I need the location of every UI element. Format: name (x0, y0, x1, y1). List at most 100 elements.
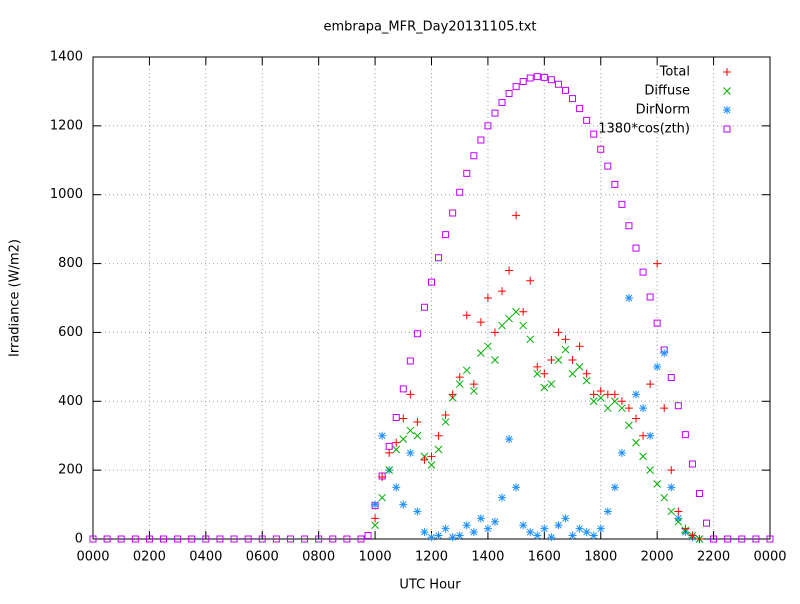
point (490, 328, 499, 337)
point (244, 535, 252, 543)
point (505, 89, 513, 97)
point (371, 521, 379, 530)
point (455, 373, 464, 382)
point (343, 535, 351, 543)
point (624, 404, 633, 413)
point (512, 483, 521, 492)
point (406, 426, 415, 435)
point (547, 76, 555, 84)
point (442, 231, 450, 239)
point (434, 431, 443, 440)
point (596, 524, 605, 533)
x-tick-label: 2000 (641, 550, 674, 565)
point (710, 535, 718, 543)
point (625, 421, 633, 430)
x-tick-label: 1200 (415, 550, 448, 565)
point (617, 448, 626, 457)
point (371, 500, 380, 509)
point (455, 531, 464, 540)
point (491, 109, 499, 117)
chart-title: embrapa_MFR_Day20131105.txt (323, 20, 536, 35)
point (589, 390, 598, 399)
point (646, 293, 654, 301)
point (399, 435, 408, 444)
point (610, 390, 619, 399)
point (533, 73, 541, 81)
point (469, 380, 478, 389)
point (688, 460, 696, 468)
point (505, 435, 514, 444)
point (653, 362, 662, 371)
point (188, 535, 196, 543)
point (258, 535, 266, 543)
x-tick-label: 0000 (76, 550, 109, 565)
point (434, 445, 443, 454)
point (611, 397, 619, 406)
point (470, 152, 478, 160)
point (590, 130, 598, 138)
point (484, 342, 492, 351)
y-tick-label: 1200 (50, 118, 83, 133)
point (272, 535, 280, 543)
point (413, 431, 422, 440)
x-tick-label: 2200 (697, 550, 730, 565)
point (526, 276, 535, 285)
point (639, 452, 647, 461)
point (392, 445, 401, 454)
point (660, 349, 669, 358)
point (469, 387, 478, 395)
point (435, 254, 443, 262)
point (611, 180, 619, 188)
point (103, 535, 111, 543)
x-tick-label: 1800 (584, 550, 617, 565)
point (428, 278, 435, 286)
point (681, 524, 690, 533)
point (674, 507, 683, 516)
point (498, 321, 506, 330)
point (624, 294, 633, 302)
y-tick-label: 400 (58, 394, 83, 409)
point (449, 209, 457, 217)
point (406, 390, 415, 399)
point (752, 535, 760, 543)
point (575, 524, 584, 533)
point (617, 397, 626, 406)
point (646, 380, 655, 389)
point (610, 483, 619, 492)
point (533, 362, 542, 371)
point (364, 532, 372, 540)
point (653, 480, 662, 488)
point (519, 521, 528, 530)
point (413, 417, 422, 426)
point (667, 466, 676, 475)
point (441, 524, 450, 533)
point (575, 363, 584, 371)
point (540, 73, 548, 81)
point (604, 162, 612, 170)
point (455, 380, 464, 388)
point (483, 294, 492, 302)
point (596, 386, 605, 395)
point (519, 307, 528, 316)
point (216, 535, 224, 543)
point (582, 528, 591, 537)
point (526, 335, 535, 344)
point (498, 98, 506, 106)
point (301, 535, 309, 543)
point (89, 535, 97, 543)
point (145, 535, 153, 543)
point (512, 83, 520, 91)
y-tick-label: 800 (58, 256, 83, 271)
point (463, 169, 471, 177)
point (505, 314, 513, 323)
point (660, 404, 669, 413)
point (378, 493, 386, 502)
point (378, 431, 387, 440)
point (456, 188, 464, 196)
point (561, 86, 569, 94)
point (399, 500, 408, 509)
point (406, 448, 415, 457)
point (547, 533, 556, 542)
point (554, 80, 562, 88)
point (596, 393, 605, 402)
